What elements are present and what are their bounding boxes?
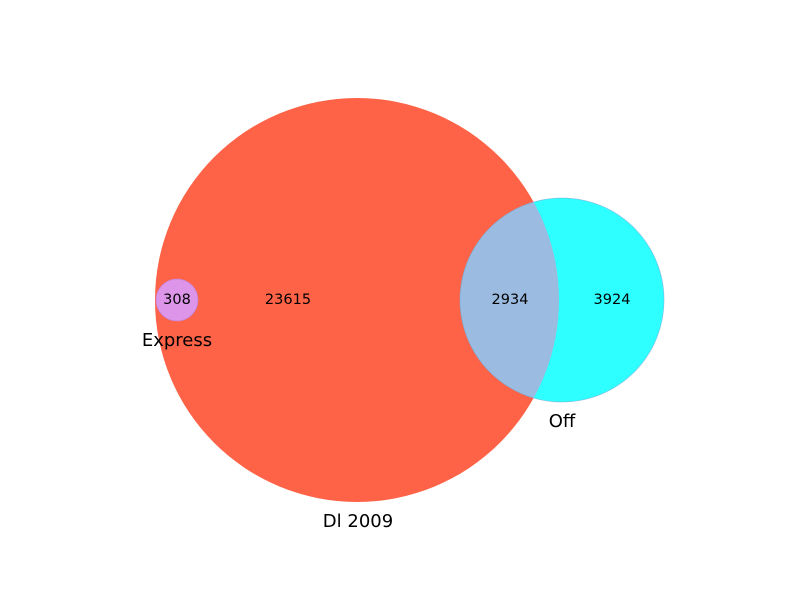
region-count-dl-only: 23615 bbox=[265, 292, 311, 308]
dl-2009-circle bbox=[155, 98, 559, 502]
set-label-express: Express bbox=[142, 330, 212, 351]
express-circle bbox=[155, 278, 199, 322]
dl-off-overlap-region bbox=[460, 198, 559, 402]
region-count-dl-off: 2934 bbox=[492, 292, 529, 308]
off-circle-outline bbox=[459, 197, 665, 403]
set-label-off: Off bbox=[549, 411, 576, 432]
set-label-dl-2009: Dl 2009 bbox=[323, 511, 393, 532]
region-count-off-only: 3924 bbox=[594, 292, 631, 308]
region-count-dl-express: 308 bbox=[163, 292, 191, 308]
